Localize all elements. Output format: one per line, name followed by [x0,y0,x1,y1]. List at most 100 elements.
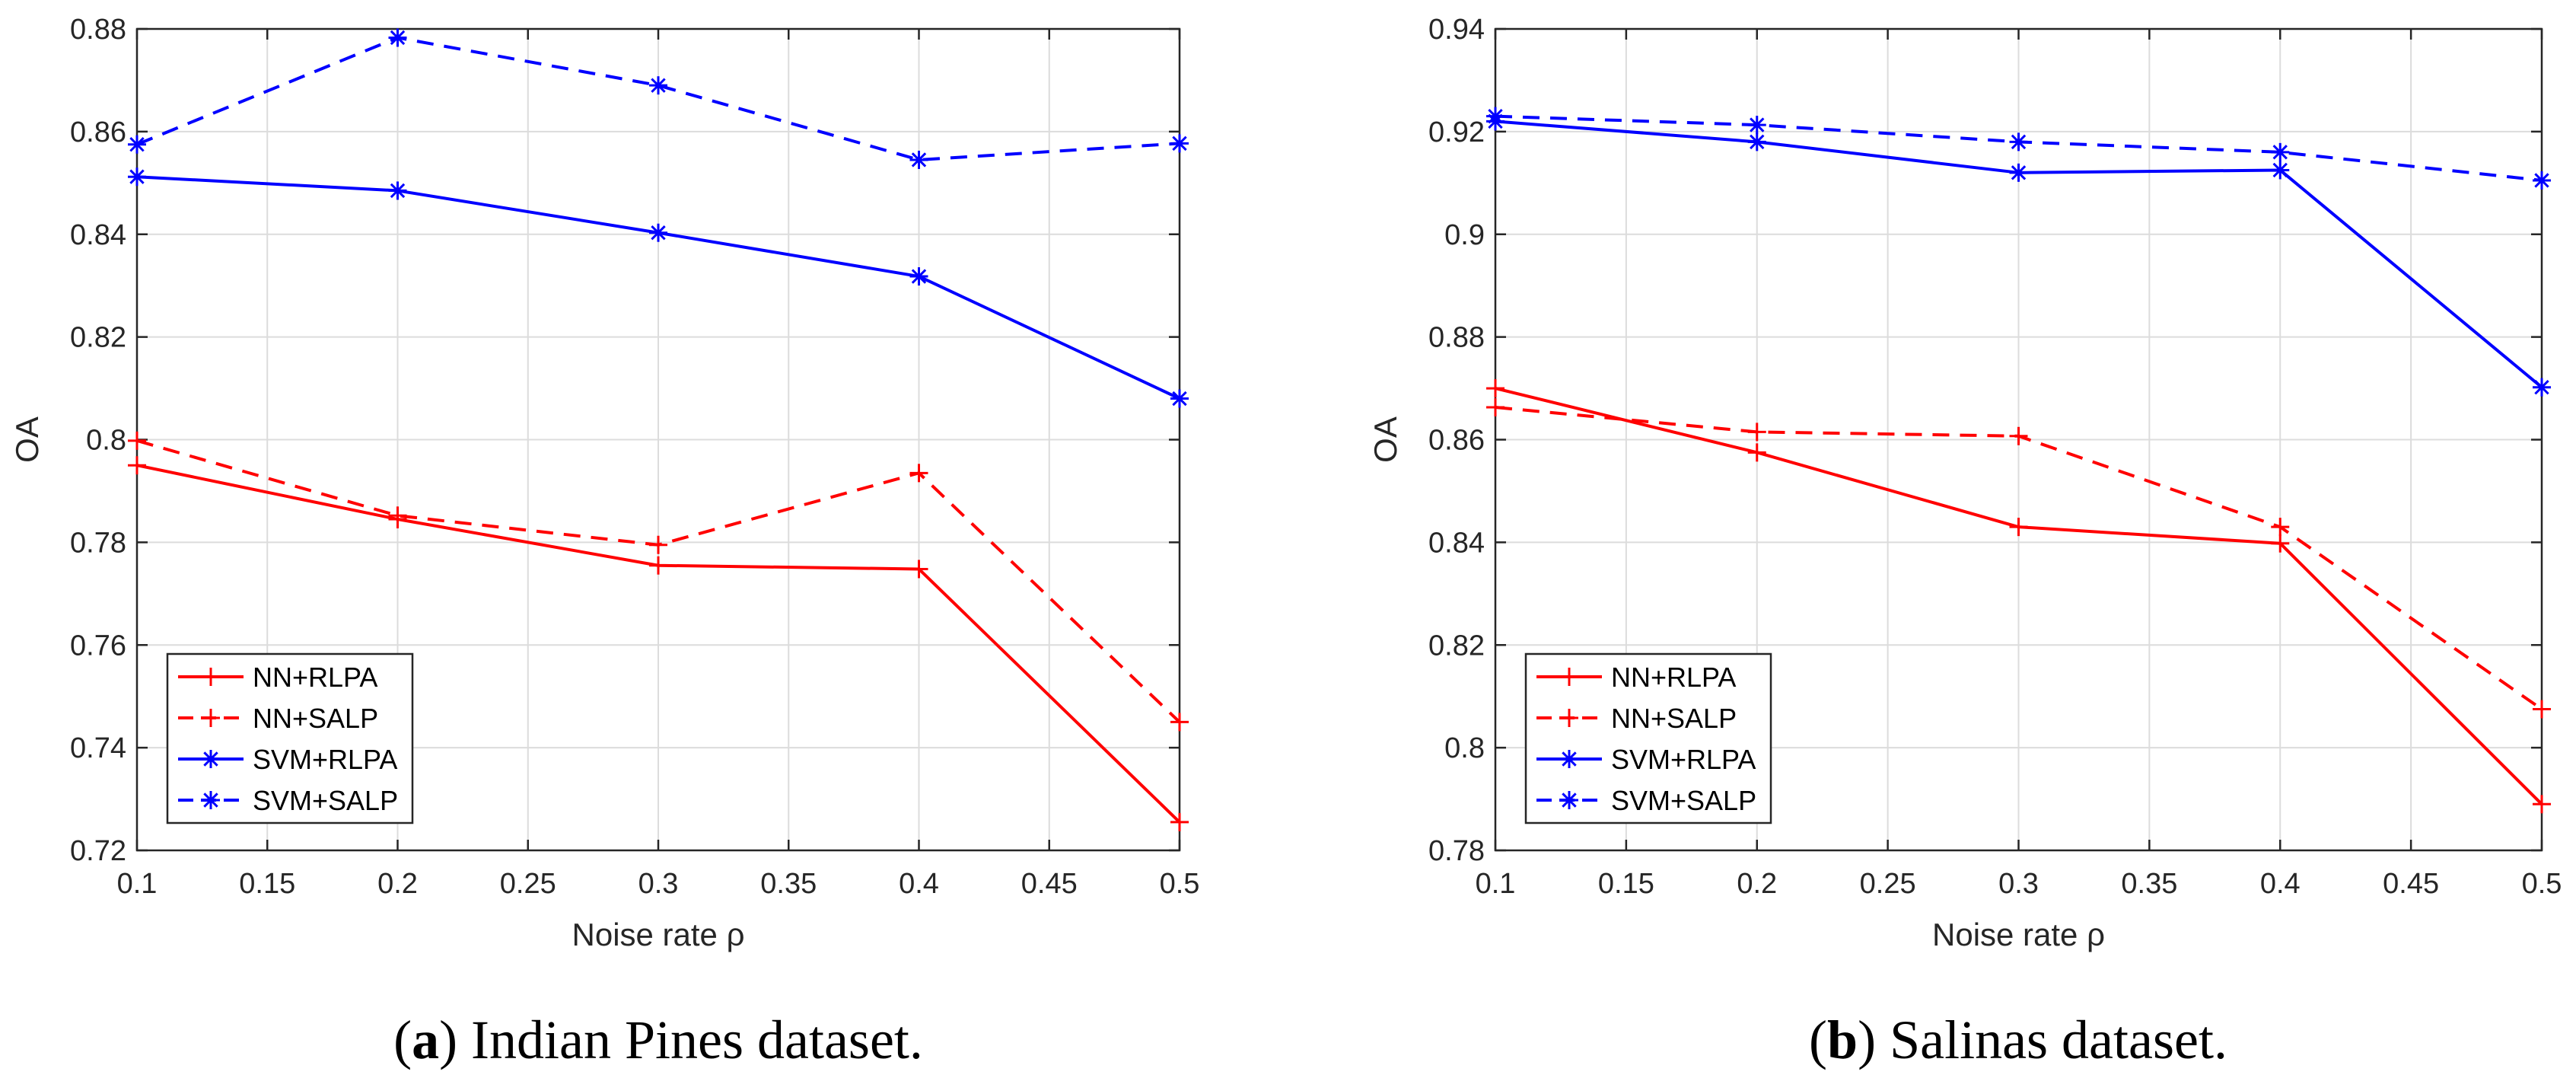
y-tick-label: 0.76 [70,630,126,662]
data-point[interactable] [202,709,220,727]
data-point[interactable] [2533,171,2551,190]
data-point[interactable] [2533,795,2551,814]
x-tick-label: 0.15 [1598,868,1654,900]
y-tick-label: 0.8 [1444,732,1485,764]
y-tick-label: 0.82 [70,322,126,354]
marker-stroke [203,751,218,767]
legend-item[interactable]: SVM+SALP [178,785,398,816]
data-point[interactable] [1560,750,1578,768]
marker-stroke [1750,134,1765,150]
marker-stroke [1172,136,1187,151]
data-point[interactable] [1747,116,1766,135]
data-point[interactable] [2271,161,2290,180]
data-point[interactable] [1747,423,1766,442]
data-point[interactable] [2271,142,2290,161]
data-point[interactable] [1560,668,1578,686]
data-point[interactable] [2271,534,2290,553]
legend-label: NN+SALP [1611,703,1737,734]
x-axis-label: Noise rate ρ [1932,917,2105,952]
legend-item[interactable]: NN+SALP [1536,703,1737,734]
y-tick-label: 0.78 [70,527,126,559]
series-svm-salp [1486,107,2551,190]
data-point[interactable] [2009,163,2028,182]
marker-stroke [2534,380,2549,395]
series-nn-salp [1486,398,2551,719]
data-point[interactable] [1486,107,1505,126]
y-tick-label: 0.72 [70,835,126,867]
data-point[interactable] [128,431,146,450]
caption-paren: ) [439,1009,457,1070]
legend-label: SVM+RLPA [1611,744,1756,775]
data-point[interactable] [1486,398,1505,417]
x-tick-label: 0.2 [377,868,418,900]
legend: NN+RLPA NN+SALP SVM+RLPA SVM+SALP [166,652,414,824]
data-point[interactable] [2009,426,2028,445]
marker-stroke [2272,145,2288,160]
data-point[interactable] [1747,132,1766,151]
legend-item[interactable]: NN+RLPA [1536,662,1736,693]
data-point[interactable] [1486,379,1505,398]
chart-b: 0.1 0.15 0.2 0.25 0.3 0.35 0.4 0.45 0.5 0.78 0.8 0.… [1368,14,2562,1070]
x-tick-label: 0.35 [760,868,817,900]
marker-stroke [911,152,927,167]
data-point[interactable] [128,135,146,154]
data-point[interactable] [1170,713,1189,732]
data-point[interactable] [1170,389,1189,408]
legend-label: NN+RLPA [1611,662,1736,693]
data-point[interactable] [1170,812,1189,831]
marker-stroke [2011,165,2027,180]
data-point[interactable] [909,464,928,483]
data-point[interactable] [128,167,146,187]
x-tick-label: 0.4 [2260,868,2301,900]
x-tick-label: 0.1 [117,868,158,900]
marker-stroke [1562,793,1577,808]
y-axis-label: OA [1368,416,1403,463]
series-svm-rlpa [128,167,1189,408]
legend-item[interactable]: SVM+SALP [1536,785,1756,816]
data-point[interactable] [2009,518,2028,537]
data-point[interactable] [1560,709,1578,727]
legend-item[interactable]: SVM+RLPA [1536,744,1756,775]
data-point[interactable] [1560,791,1578,809]
series-line [136,36,1180,161]
data-point[interactable] [202,791,220,809]
data-point[interactable] [202,750,220,768]
marker-stroke [2272,162,2288,178]
data-point[interactable] [909,150,928,169]
caption-paren: ) [1858,1009,1876,1070]
legend-item[interactable]: NN+RLPA [178,662,377,693]
data-point[interactable] [909,267,928,286]
marker-stroke [1172,391,1187,407]
data-point[interactable] [649,535,667,554]
x-tick-label: 0.25 [500,868,556,900]
data-point[interactable] [2533,378,2551,397]
data-point[interactable] [2533,700,2551,719]
data-point[interactable] [649,76,667,95]
x-tick-label: 0.3 [638,868,679,900]
caption: (a) Indian Pines dataset. [393,1009,923,1070]
data-point[interactable] [202,668,220,686]
y-tick-label: 0.9 [1444,219,1485,251]
data-point[interactable] [388,506,407,525]
y-tick-label: 0.84 [70,219,126,251]
data-point[interactable] [1747,443,1766,462]
data-point[interactable] [2271,518,2290,537]
y-tick-label: 0.82 [1428,630,1485,662]
legend-item[interactable]: NN+SALP [178,703,378,734]
data-point[interactable] [649,556,667,575]
caption-paren: ( [1809,1009,1827,1070]
data-point[interactable] [2009,132,2028,151]
x-tick-label: 0.5 [2522,868,2562,900]
legend-label: SVM+SALP [1611,785,1756,816]
data-point[interactable] [128,456,146,475]
data-point[interactable] [649,223,667,242]
legend-item[interactable]: SVM+RLPA [178,744,397,775]
data-point[interactable] [1170,134,1189,153]
data-point[interactable] [388,28,407,47]
marker-stroke [129,169,145,184]
data-point[interactable] [388,181,407,200]
y-tick-label: 0.74 [70,732,126,764]
data-point[interactable] [909,560,928,579]
x-tick-label: 0.3 [1998,868,2039,900]
